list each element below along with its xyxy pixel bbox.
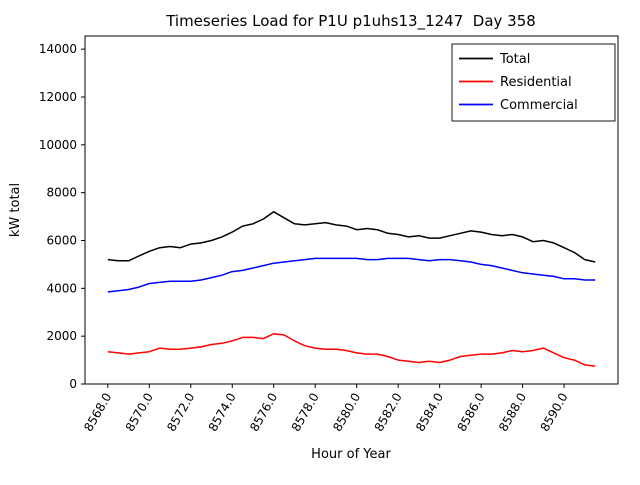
series-lines xyxy=(107,211,596,367)
x-axis-ticks: 8568.0 8570.0 8572.0 8574.0 8576.0 8578.0 8580… xyxy=(81,384,571,434)
legend-label-residential: Residential xyxy=(500,75,572,90)
x-tick-label: 8568.0 xyxy=(81,391,114,434)
total-line xyxy=(107,211,596,263)
y-axis-ticks: 0 2000 4000 6000 8000 10000 12000 14000 xyxy=(39,42,85,391)
commercial-line xyxy=(107,257,596,293)
y-tick-label: 6000 xyxy=(46,234,77,248)
y-tick-label: 10000 xyxy=(39,138,77,152)
y-tick-label: 2000 xyxy=(46,329,77,343)
x-tick-label: 8580.0 xyxy=(330,391,363,434)
y-tick-label: 0 xyxy=(69,377,77,391)
y-tick-label: 8000 xyxy=(46,186,77,200)
x-tick-label: 8574.0 xyxy=(206,391,239,434)
x-tick-label: 8582.0 xyxy=(372,391,405,434)
y-axis-label: kW total xyxy=(8,183,23,237)
x-tick-label: 8584.0 xyxy=(413,391,446,434)
x-tick-label: 8588.0 xyxy=(496,391,529,434)
legend-entry-total: Total xyxy=(459,52,530,67)
legend: Total Residential Commercial xyxy=(451,43,616,122)
legend-box xyxy=(451,43,616,122)
y-tick-label: 14000 xyxy=(39,42,77,56)
x-tick-label: 8586.0 xyxy=(455,391,488,434)
residential-line xyxy=(107,333,596,367)
legend-entry-residential: Residential xyxy=(459,75,572,90)
y-tick-label: 12000 xyxy=(39,90,77,104)
y-tick-label: 4000 xyxy=(46,281,77,295)
x-axis-label: Hour of Year xyxy=(311,447,391,462)
x-tick-label: 8570.0 xyxy=(123,391,156,434)
axes-frame xyxy=(84,35,619,385)
x-tick-label: 8590.0 xyxy=(538,391,571,434)
legend-entry-commercial: Commercial xyxy=(459,98,578,113)
legend-label-commercial: Commercial xyxy=(500,98,578,113)
legend-label-total: Total xyxy=(499,52,530,67)
x-tick-label: 8576.0 xyxy=(247,391,280,434)
x-tick-label: 8572.0 xyxy=(164,391,197,434)
x-tick-label: 8578.0 xyxy=(289,391,322,434)
chart-title: Timeseries Load for P1U p1uhs13_1247 Day… xyxy=(165,12,536,31)
